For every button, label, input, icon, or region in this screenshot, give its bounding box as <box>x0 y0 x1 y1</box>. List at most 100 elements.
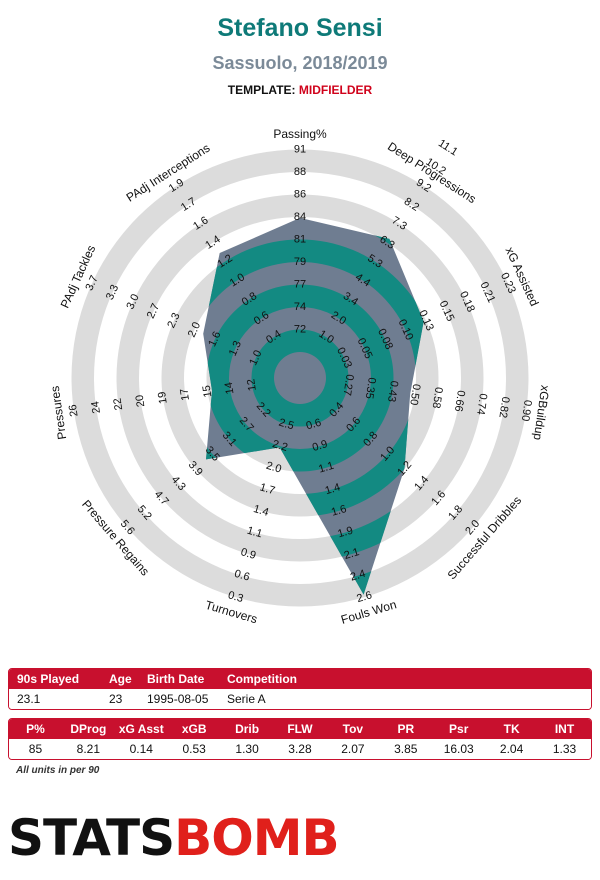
tick-label: 2.0 <box>265 460 283 476</box>
tick-label: 0.66 <box>452 389 467 412</box>
axis-label: Pressures <box>48 385 70 440</box>
tick-label: 1.3 <box>227 339 244 358</box>
stats-value-cell: 16.03 <box>443 742 474 756</box>
tick-label: 3.0 <box>124 292 141 311</box>
tick-label: 24 <box>89 400 103 414</box>
radar-ring-fill <box>251 329 349 427</box>
tick-label: 2.3 <box>165 311 182 330</box>
stats-value-cell: 85 <box>28 742 43 756</box>
tick-label: 1.0 <box>247 348 264 367</box>
tick-label: 26 <box>67 404 81 418</box>
tick-label: 3.3 <box>104 283 121 302</box>
tick-label: 12 <box>245 378 259 392</box>
tick-label: 17 <box>178 388 192 402</box>
tick-label: 72 <box>294 324 306 336</box>
radar-chart: 727477798184868891Passing%1.02.03.44.45.… <box>48 127 553 627</box>
tick-label: 0.43 <box>385 380 400 403</box>
stats-header-cell: Drib <box>235 722 260 736</box>
info-header-cell: Competition <box>227 672 297 686</box>
tick-label: 20 <box>134 394 148 408</box>
stats-value-cell: 2.07 <box>341 742 365 756</box>
tick-label: 81 <box>294 234 306 246</box>
tick-label: 2.5 <box>277 417 295 433</box>
stats-header-cell: xGB <box>181 722 207 736</box>
stats-table-row: 85 8.21 0.14 0.53 1.30 3.28 2.07 3.85 16… <box>9 739 591 759</box>
tick-label: 0.58 <box>430 386 445 409</box>
stats-header-cell: INT <box>554 722 575 736</box>
stats-header-cell: Tov <box>342 722 364 736</box>
tick-label: 86 <box>294 189 306 201</box>
tick-label: 22 <box>112 397 126 411</box>
axis-label: xGBuildup <box>531 384 553 441</box>
stats-header-cell: DProg <box>70 722 107 736</box>
tick-label: 0.35 <box>363 377 378 400</box>
tick-label: 0.3 <box>227 589 245 605</box>
tick-label: 0.6 <box>305 417 323 433</box>
tick-label: 88 <box>294 166 306 178</box>
stats-header-cell: TK <box>503 722 520 736</box>
tick-label: 0.50 <box>407 383 422 406</box>
info-table: 90s Played Age Birth Date Competition 23… <box>8 668 592 710</box>
tick-label: 74 <box>294 301 306 313</box>
tick-label: 0.27 <box>341 373 356 396</box>
tick-label: 2.7 <box>145 302 162 321</box>
info-table-header: 90s Played Age Birth Date Competition <box>9 669 591 689</box>
template-label: TEMPLATE: MIDFIELDER <box>0 83 600 97</box>
axis-label: Passing% <box>273 127 327 141</box>
stats-header-cell: FLW <box>287 722 313 736</box>
tick-label: 2.4 <box>349 568 367 584</box>
tick-label: 14 <box>223 381 237 395</box>
info-table-row: 23.1 23 1995-08-05 Serie A <box>9 689 591 709</box>
tick-label: 1.4 <box>252 503 270 519</box>
radar-area-rings <box>203 217 424 595</box>
tick-label: 79 <box>294 256 306 268</box>
tick-label: 0.90 <box>519 399 534 422</box>
stats-value-cell: 8.21 <box>76 742 101 756</box>
info-header-cell: Age <box>109 672 132 686</box>
tick-label: 1.9 <box>336 525 354 541</box>
tick-label: 1.7 <box>258 481 276 497</box>
tick-label: 2.1 <box>343 546 361 562</box>
team-season: Sassuolo, 2018/2019 <box>212 53 388 73</box>
statsbomb-logo: STATSBOMB <box>8 808 340 868</box>
stats-header-cell: P% <box>26 722 45 736</box>
tick-label: 1.4 <box>324 481 342 497</box>
template-prefix: TEMPLATE: <box>227 83 299 97</box>
template-role: MIDFIELDER <box>298 83 373 97</box>
info-value-cell: 23.1 <box>17 692 41 706</box>
stats-table: P% DProg xG Asst xGB Drib FLW Tov PR Psr… <box>8 718 592 760</box>
logo-stats: STATS <box>8 809 175 867</box>
tick-label: 1.6 <box>206 330 223 349</box>
stats-value-cell: 3.28 <box>288 742 312 756</box>
units-footnote: All units in per 90 <box>16 765 100 776</box>
tick-label: 0.9 <box>311 438 329 454</box>
stats-value-cell: 1.33 <box>552 742 577 756</box>
stats-header-cell: PR <box>397 722 415 736</box>
tick-label: 77 <box>294 279 306 291</box>
stats-table-header: P% DProg xG Asst xGB Drib FLW Tov PR Psr… <box>9 719 591 739</box>
stats-header-cell: Psr <box>449 722 469 736</box>
info-header-cell: Birth Date <box>147 672 205 686</box>
stats-value-cell: 1.30 <box>235 742 259 756</box>
stats-value-cell: 0.14 <box>129 742 153 756</box>
logo-bomb: BOMB <box>174 809 339 867</box>
tick-label: 0.74 <box>474 393 489 416</box>
player-name: Stefano Sensi <box>217 14 383 42</box>
tick-label: 0.6 <box>233 568 251 584</box>
info-value-cell: 1995-08-05 <box>147 692 209 706</box>
tick-label: 3.7 <box>83 274 100 293</box>
tick-label: 84 <box>294 211 306 223</box>
info-value-cell: 23 <box>109 692 123 706</box>
tick-label: 91 <box>294 144 306 156</box>
tick-label: 2.2 <box>271 438 289 454</box>
info-header-cell: 90s Played <box>17 672 80 686</box>
tick-label: 2.0 <box>186 320 203 339</box>
tick-label: 1.1 <box>317 460 335 476</box>
stats-value-cell: 3.85 <box>394 742 418 756</box>
tick-label: 11.1 <box>436 137 460 158</box>
stats-header-cell: xG Asst <box>118 722 164 736</box>
tick-label: 1.1 <box>246 525 264 541</box>
tick-label: 19 <box>156 391 170 405</box>
stats-value-cell: 0.53 <box>182 742 206 756</box>
tick-label: 2.6 <box>355 589 373 605</box>
